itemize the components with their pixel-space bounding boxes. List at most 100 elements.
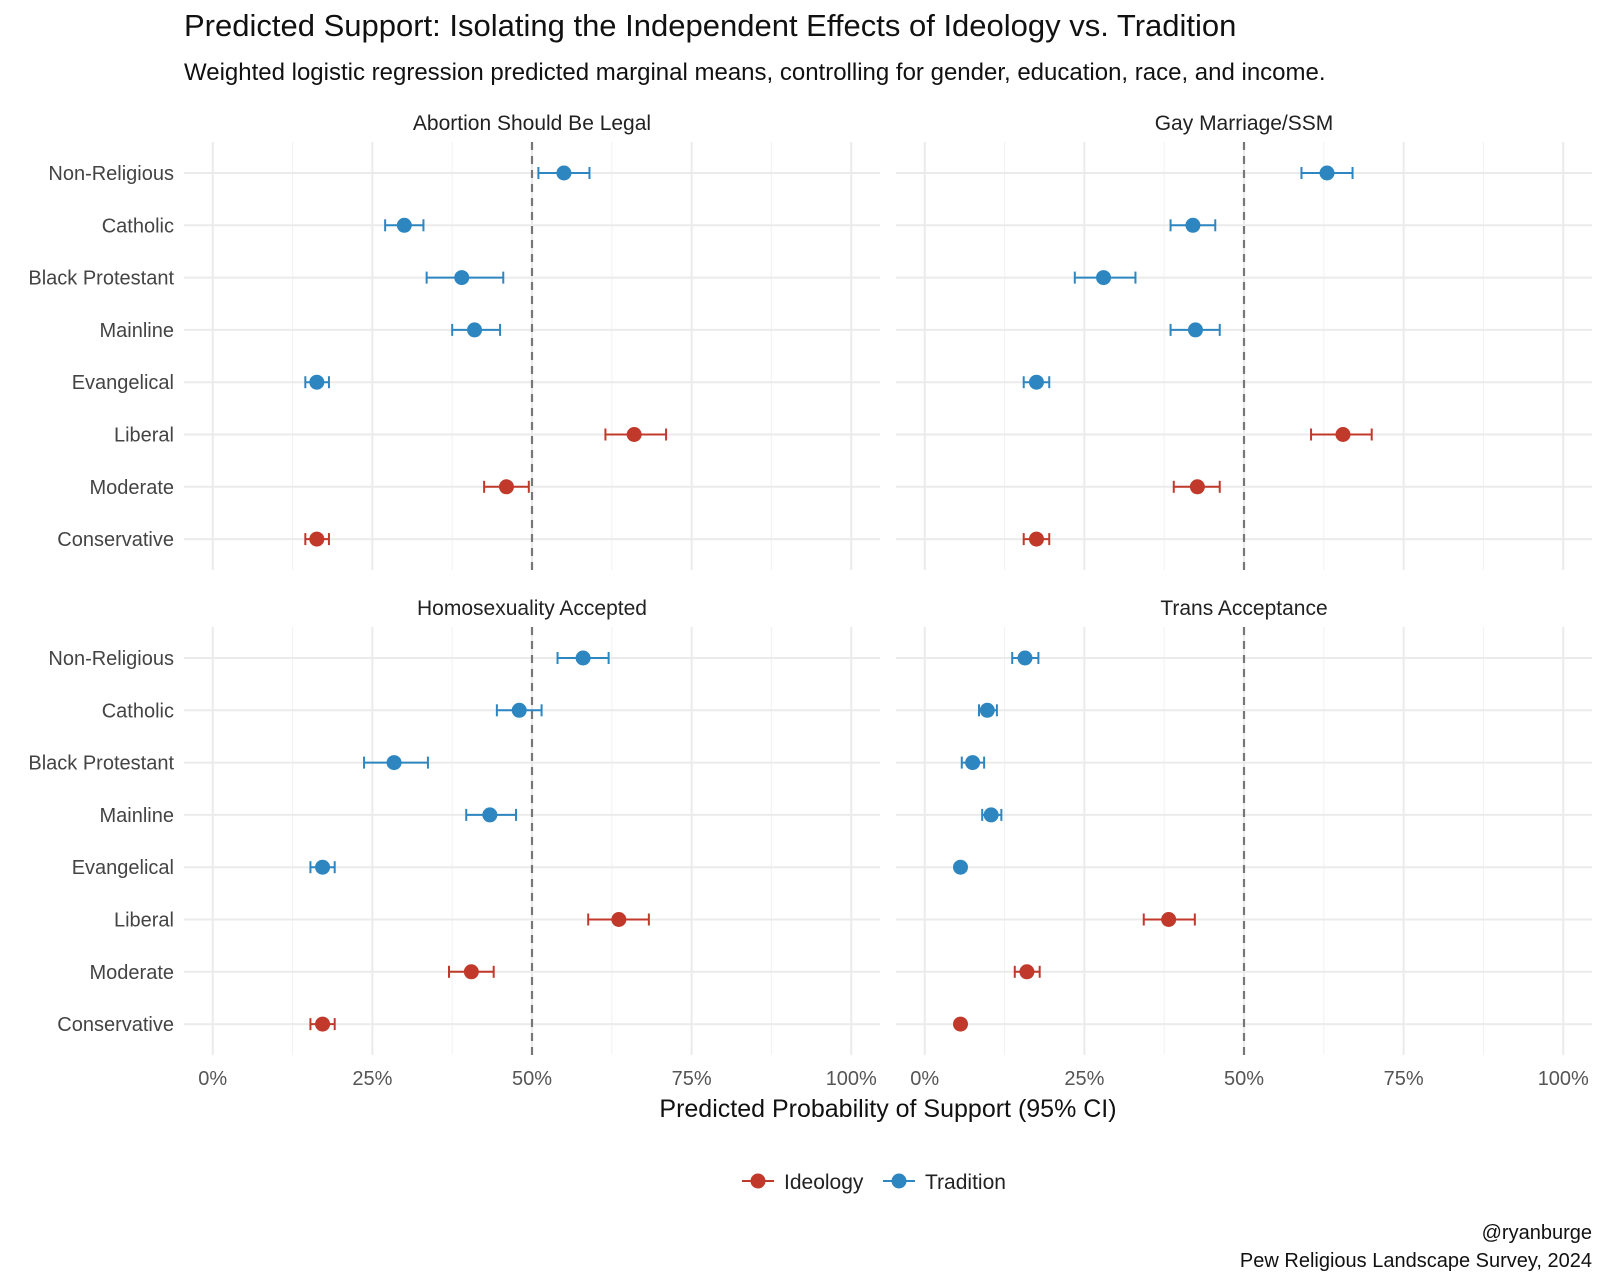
legend-item-ideology: Ideology bbox=[742, 1171, 864, 1194]
y-tick-conservative: Conservative bbox=[57, 529, 174, 551]
point-conservative bbox=[304, 531, 330, 547]
chart-subtitle: Weighted logistic regression predicted m… bbox=[184, 59, 1326, 86]
estimate-marker bbox=[1189, 479, 1205, 495]
point-evangelical bbox=[309, 859, 336, 875]
point-catholic bbox=[495, 702, 543, 718]
estimate-marker bbox=[952, 859, 968, 875]
y-tick-evangelical: Evangelical bbox=[72, 857, 174, 879]
estimate-marker bbox=[1028, 531, 1044, 547]
estimate-marker bbox=[511, 702, 527, 718]
estimate-marker bbox=[575, 650, 591, 666]
y-tick-non-religious: Non-Religious bbox=[48, 648, 174, 670]
point-non-religious bbox=[537, 165, 591, 181]
estimate-marker bbox=[309, 374, 325, 390]
estimate-marker bbox=[1017, 650, 1033, 666]
x-tick-label: 100% bbox=[826, 1068, 877, 1090]
point-black-protestant bbox=[1073, 270, 1137, 286]
y-tick-liberal: Liberal bbox=[114, 910, 174, 932]
point-black-protestant bbox=[960, 755, 986, 771]
point-non-religious bbox=[556, 650, 610, 666]
y-tick-catholic: Catholic bbox=[102, 700, 174, 722]
point-liberal bbox=[1142, 912, 1196, 927]
x-tick-label: 100% bbox=[1538, 1068, 1589, 1090]
point-conservative bbox=[952, 1016, 968, 1032]
estimate-marker bbox=[315, 1016, 331, 1032]
point-mainline bbox=[465, 807, 518, 823]
point-catholic bbox=[384, 217, 425, 233]
y-tick-moderate: Moderate bbox=[90, 477, 175, 499]
estimate-marker bbox=[1335, 427, 1351, 442]
legend-key-marker bbox=[891, 1173, 907, 1189]
x-tick-label: 50% bbox=[1224, 1068, 1264, 1090]
point-black-protestant bbox=[425, 270, 505, 286]
estimate-marker bbox=[965, 755, 981, 771]
x-tick-label: 0% bbox=[198, 1068, 227, 1090]
point-conservative bbox=[309, 1016, 336, 1032]
point-liberal bbox=[587, 912, 650, 927]
facet-panels: Abortion Should Be Legal Non-Religious Cat… bbox=[28, 112, 1592, 1090]
estimate-marker bbox=[315, 859, 331, 875]
y-tick-moderate: Moderate bbox=[90, 962, 175, 984]
x-tick-label: 0% bbox=[910, 1068, 939, 1090]
point-non-religious bbox=[1011, 650, 1040, 666]
estimate-marker bbox=[1185, 217, 1201, 233]
point-moderate bbox=[1013, 964, 1041, 980]
x-axis-label: Predicted Probability of Support (95% CI… bbox=[659, 1095, 1116, 1123]
y-tick-mainline: Mainline bbox=[100, 320, 174, 342]
estimate-marker bbox=[1019, 964, 1035, 980]
estimate-marker bbox=[1187, 322, 1203, 338]
point-evangelical bbox=[1022, 374, 1051, 390]
y-tick-evangelical: Evangelical bbox=[72, 372, 174, 394]
y-tick-black-protestant: Black Protestant bbox=[28, 753, 174, 775]
estimate-marker bbox=[626, 427, 642, 442]
estimate-marker bbox=[454, 270, 470, 286]
point-mainline bbox=[451, 322, 502, 338]
estimate-marker bbox=[979, 702, 995, 718]
point-liberal bbox=[604, 427, 668, 442]
estimate-marker bbox=[1161, 912, 1177, 927]
point-black-protestant bbox=[363, 755, 429, 771]
estimate-marker bbox=[467, 322, 483, 338]
chart-title: Predicted Support: Isolating the Indepen… bbox=[184, 8, 1236, 43]
point-mainline bbox=[981, 807, 1003, 823]
facet-title: Abortion Should Be Legal bbox=[413, 112, 651, 135]
y-tick-non-religious: Non-Religious bbox=[48, 163, 174, 185]
x-tick-label: 75% bbox=[1384, 1068, 1424, 1090]
y-tick-conservative: Conservative bbox=[57, 1014, 174, 1036]
estimate-marker bbox=[1319, 165, 1335, 181]
point-mainline bbox=[1169, 322, 1221, 338]
estimate-marker bbox=[386, 755, 402, 771]
estimate-marker bbox=[1096, 270, 1112, 286]
facet-abortion-should-be-legal: Abortion Should Be Legal Non-Religious Cat… bbox=[28, 112, 880, 570]
estimate-marker bbox=[1028, 374, 1044, 390]
point-evangelical bbox=[952, 859, 968, 875]
facet-homosexuality-accepted: Homosexuality Accepted Non-Religious Catho… bbox=[28, 597, 880, 1090]
estimate-marker bbox=[463, 964, 479, 980]
legend-item-tradition: Tradition bbox=[883, 1171, 1006, 1194]
facet-trans-acceptance: Trans Acceptance 0% 25% 50% 75% 100% bbox=[896, 597, 1592, 1090]
caption-source: Pew Religious Landscape Survey, 2024 bbox=[1240, 1250, 1592, 1272]
estimate-marker bbox=[611, 912, 627, 927]
y-tick-mainline: Mainline bbox=[100, 805, 174, 827]
y-tick-catholic: Catholic bbox=[102, 215, 174, 237]
estimate-marker bbox=[983, 807, 999, 823]
facet-title: Gay Marriage/SSM bbox=[1155, 112, 1334, 135]
x-tick-label: 25% bbox=[352, 1068, 392, 1090]
facet-title: Homosexuality Accepted bbox=[417, 597, 647, 620]
estimate-marker bbox=[952, 1016, 968, 1032]
y-tick-black-protestant: Black Protestant bbox=[28, 268, 174, 290]
legend-key-marker bbox=[750, 1173, 766, 1189]
facet-gay-marriage-ssm: Gay Marriage/SSM bbox=[896, 112, 1592, 570]
estimate-marker bbox=[309, 531, 325, 547]
point-moderate bbox=[483, 479, 530, 495]
point-conservative bbox=[1022, 531, 1051, 547]
estimate-marker bbox=[556, 165, 572, 181]
estimate-marker bbox=[396, 217, 412, 233]
point-liberal bbox=[1310, 427, 1373, 442]
estimate-marker bbox=[498, 479, 514, 495]
legend-label: Ideology bbox=[784, 1171, 864, 1194]
estimate-marker bbox=[482, 807, 498, 823]
point-catholic bbox=[1169, 217, 1217, 233]
y-tick-liberal: Liberal bbox=[114, 425, 174, 447]
